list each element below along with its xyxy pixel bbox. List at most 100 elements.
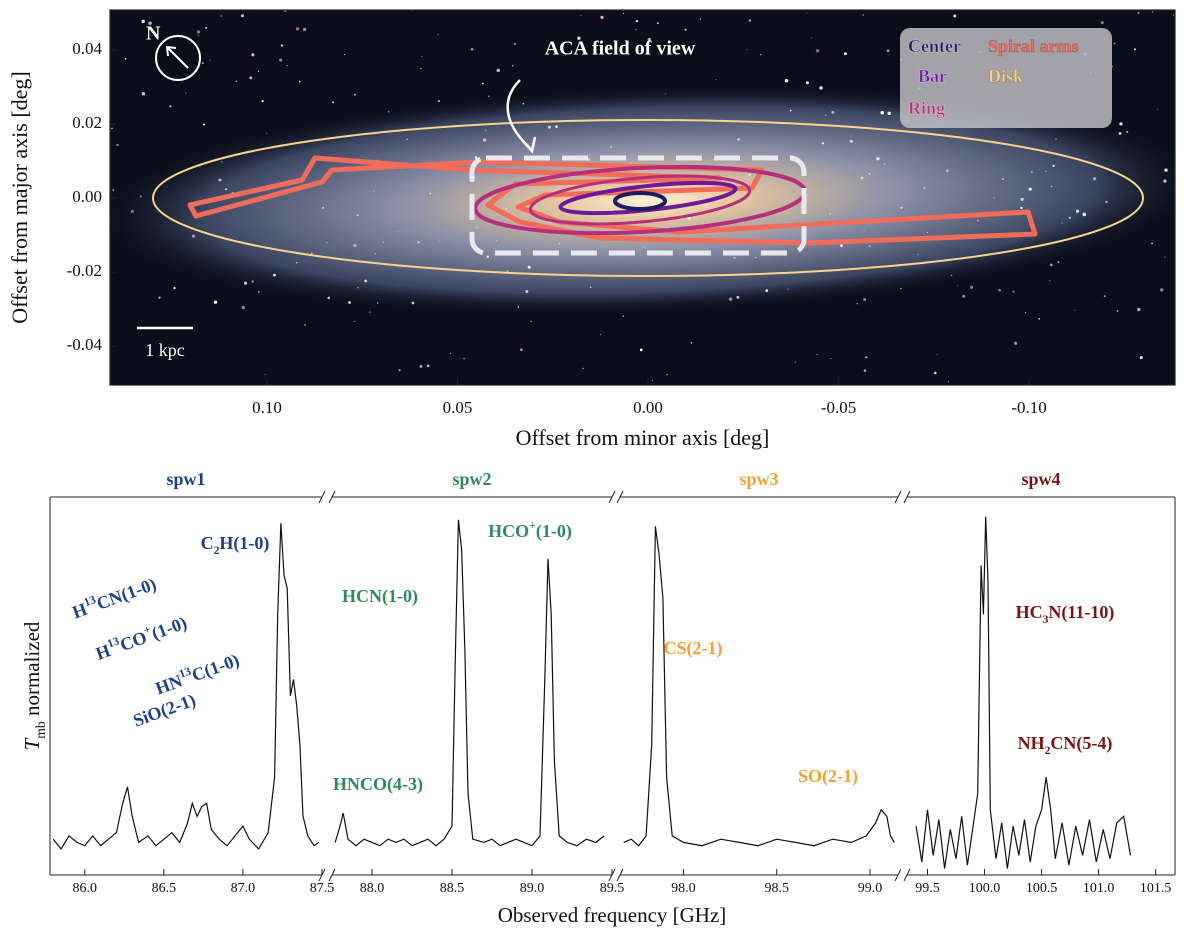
star [1020, 206, 1023, 210]
star [373, 190, 375, 192]
text-part: CN(5-4) [1050, 733, 1112, 754]
aca-box [469, 155, 807, 256]
star [1133, 48, 1137, 51]
star [1151, 242, 1153, 245]
star [417, 241, 420, 244]
star [201, 62, 204, 64]
star [112, 188, 115, 191]
ring-contour [528, 174, 752, 226]
star [886, 49, 890, 53]
star [1050, 185, 1053, 188]
star [439, 240, 441, 242]
text-sup: 13 [177, 665, 193, 681]
axis-break [328, 490, 336, 504]
panel-title: spw2 [452, 469, 491, 489]
star [249, 76, 253, 80]
line-label: C2H(1-0) [201, 533, 270, 557]
star [699, 18, 702, 20]
star [264, 374, 266, 376]
star [737, 138, 740, 141]
star [635, 28, 637, 31]
star [220, 161, 223, 163]
spectrum-line [915, 516, 1132, 869]
star [199, 166, 201, 168]
star [840, 244, 843, 247]
star [652, 380, 653, 381]
star [1028, 187, 1032, 191]
text-sup: 13 [106, 634, 122, 650]
star [311, 252, 313, 255]
star [977, 219, 979, 222]
text-sub: mb [33, 721, 48, 739]
disk-contour [152, 119, 1144, 277]
x-tick-label: 0.00 [633, 398, 663, 417]
x-tick-label: 100.0 [969, 881, 1001, 896]
star [690, 342, 693, 344]
star [819, 86, 823, 90]
star [398, 231, 399, 233]
star [196, 30, 201, 34]
x-tick-label: 87.0 [231, 881, 256, 896]
star [398, 369, 401, 372]
star [829, 213, 832, 215]
star [733, 256, 736, 259]
star [1068, 216, 1071, 219]
line-label: HCO+(1-0) [488, 519, 572, 542]
star [1163, 179, 1167, 183]
compass-arrowhead [165, 45, 177, 57]
x-tick-label: 87.5 [310, 881, 335, 896]
line-label: H13CN(1-0) [69, 572, 159, 624]
star [356, 214, 359, 217]
y-tick-label: -0.04 [67, 335, 103, 354]
star [148, 21, 152, 26]
star [482, 82, 484, 85]
star [429, 192, 432, 195]
axis-break [894, 490, 902, 504]
star [1061, 222, 1063, 224]
star [863, 230, 865, 232]
star [635, 19, 639, 23]
legend-box [900, 28, 1112, 128]
star [124, 57, 127, 60]
star [900, 206, 903, 209]
text-part: C(1-0) [189, 650, 242, 686]
text-sub: 3 [1043, 613, 1049, 626]
x-tick-label: 98.5 [764, 881, 789, 896]
star [475, 226, 478, 229]
star [257, 70, 259, 72]
star [241, 305, 245, 310]
star [1049, 280, 1051, 282]
star [130, 209, 134, 213]
y-tick-label: 0.02 [72, 113, 102, 132]
star [304, 324, 306, 326]
star [522, 102, 525, 105]
star [191, 234, 196, 238]
star [1030, 171, 1033, 174]
star [530, 320, 532, 322]
text-part: HNCO(4-3) [333, 774, 423, 795]
star [950, 274, 953, 277]
star [746, 49, 748, 51]
text-part: H [70, 599, 90, 623]
x-tick-label: 89.0 [520, 881, 545, 896]
text-part: CN(1-0) [94, 574, 159, 615]
y-tick-label: 0.04 [72, 39, 102, 58]
star [1118, 132, 1122, 135]
star [794, 361, 796, 363]
star [821, 142, 825, 145]
star [1093, 177, 1097, 181]
text-sub: 2 [1045, 744, 1051, 757]
axis-break [328, 868, 336, 882]
x-axis-label: Offset from minor axis [deg] [516, 425, 770, 450]
star [1116, 310, 1119, 312]
star [279, 58, 283, 62]
star [419, 364, 423, 368]
axis-break [318, 490, 326, 504]
x-tick-label: 99.5 [915, 881, 940, 896]
star [1137, 11, 1140, 14]
axis-break [608, 490, 616, 504]
star [1001, 178, 1004, 181]
spectrum-line [623, 526, 895, 847]
star [1057, 261, 1060, 263]
star [656, 22, 659, 25]
